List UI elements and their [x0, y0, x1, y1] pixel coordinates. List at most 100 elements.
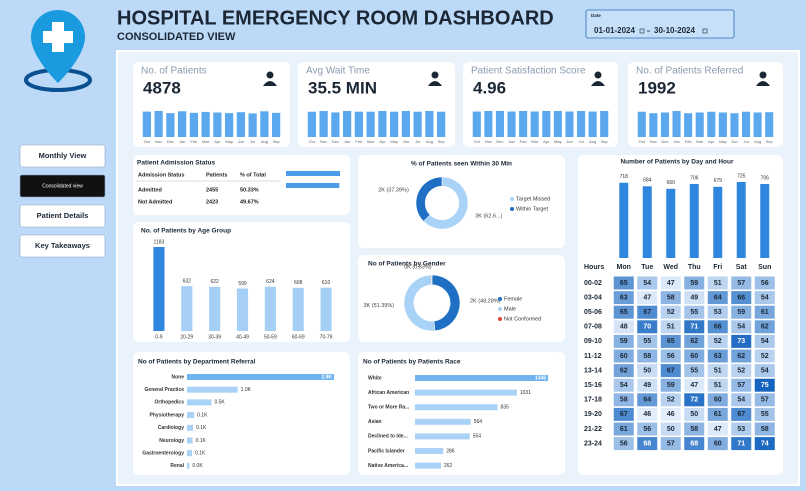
nav-label[interactable]: Consolidated view: [42, 183, 83, 189]
kpi-bar: [201, 111, 210, 137]
legend-swatch: [498, 317, 502, 321]
column-header: Tue: [641, 264, 653, 271]
kpi-bar: [765, 112, 774, 137]
data-label: 1183: [154, 239, 165, 245]
column-bar: [642, 186, 652, 258]
heat-cell: [684, 422, 705, 436]
cell-label: 67: [643, 309, 651, 316]
data-label: 3K (62.6...): [475, 214, 502, 220]
heat-cell: [684, 437, 705, 451]
column-header: Mon: [617, 264, 631, 271]
heat-cell: [660, 378, 681, 392]
x-tick-label: 70-79: [320, 334, 333, 340]
calendar-icon: [639, 28, 645, 34]
heat-cell: [637, 320, 658, 334]
bar: [187, 399, 212, 406]
bar: [187, 437, 193, 444]
bar: [187, 450, 193, 457]
month-label: Dec: [167, 139, 174, 144]
title: HOSPITAL EMERGENCY ROOM DASHBOARD: [117, 7, 554, 29]
kpi-value: 4878: [143, 78, 181, 97]
bar: [187, 462, 190, 469]
heat-cell: [707, 305, 728, 319]
kpi-icon: [431, 71, 439, 79]
kpi-bar: [660, 112, 670, 137]
nav-label[interactable]: Key Takeaways: [35, 241, 90, 250]
heat-cell: [707, 422, 728, 436]
month-label: Apr: [214, 139, 221, 144]
row-label: 23-24: [584, 440, 602, 447]
cell-label: 67: [667, 367, 675, 374]
month-label: Jul: [578, 139, 583, 144]
nav-label[interactable]: Monthly View: [39, 151, 87, 160]
kpi-bar: [378, 111, 387, 137]
legend-label: Not Conformed: [504, 316, 541, 322]
nav-button[interactable]: [19, 144, 106, 168]
cell-label: 52: [667, 309, 675, 316]
kpi-bar: [166, 113, 175, 137]
heat-cell: [660, 393, 681, 407]
cell-label: 66: [714, 324, 722, 331]
heat-cell: [754, 393, 775, 407]
kpi-bar: [260, 111, 269, 137]
heat-cell: [660, 407, 681, 421]
cell-label: 62: [737, 353, 745, 360]
bar: [236, 288, 249, 331]
nav-button[interactable]: [19, 204, 106, 228]
cell-label: 56: [643, 426, 651, 433]
bar: [187, 424, 194, 431]
nav-button[interactable]: [19, 234, 106, 258]
table-cell: 2455: [206, 187, 218, 193]
chart-title: No. of Patients by Age Group: [141, 228, 231, 235]
date-to[interactable]: 30-10-2024: [654, 26, 695, 35]
month-label: Dec: [332, 139, 339, 144]
heat-cell: [613, 437, 634, 451]
row-label: 07-08: [584, 324, 602, 331]
kpi-bar: [484, 111, 493, 137]
heat-cell: [731, 291, 752, 305]
heat-cell: [637, 349, 658, 363]
kpi-bar: [588, 111, 597, 137]
bar: [415, 433, 470, 440]
kpi-bar: [331, 112, 340, 137]
cell-label: 62: [690, 338, 698, 345]
heat-cell: [613, 378, 634, 392]
kpi-bar: [542, 111, 551, 137]
heat-cell: [637, 407, 658, 421]
donut-slice: [431, 274, 433, 286]
data-label: 0.1K: [195, 451, 206, 457]
date-from[interactable]: 01-01-2024: [594, 26, 635, 35]
kpi-label: Patient Satisfaction Score: [471, 66, 586, 77]
heat-cell: [637, 291, 658, 305]
table-cell: 50.33%: [240, 187, 259, 193]
cell-label: 48: [620, 324, 628, 331]
nav-label[interactable]: Patient Details: [37, 211, 89, 220]
cell-label: 58: [643, 353, 651, 360]
y-tick-label: Native America...: [368, 463, 409, 469]
column-bar: [619, 182, 629, 258]
x-tick-label: 20-29: [180, 334, 193, 340]
legend-label: Female: [504, 296, 522, 302]
cell-label: 60: [620, 353, 628, 360]
data-label: 622: [210, 279, 219, 285]
cell-label: 61: [761, 309, 769, 316]
y-tick-label: African American: [368, 390, 409, 396]
data-label: 2K (37.39%): [378, 187, 409, 193]
bar: [187, 374, 334, 380]
kpi-bar: [530, 111, 539, 137]
cell-label: 54: [761, 338, 769, 345]
nav-button[interactable]: [19, 174, 106, 198]
cell-label: 57: [761, 397, 769, 404]
bar: [292, 287, 304, 331]
chart-title: Number of Patients by Day and Hour: [620, 159, 734, 166]
cell-label: 64: [714, 294, 722, 301]
y-tick-label: Orthopedics: [155, 400, 185, 406]
heat-cell: [637, 276, 658, 290]
month-label: Apr: [379, 139, 386, 144]
month-label: Feb: [355, 139, 363, 144]
card: [133, 352, 350, 475]
heat-cell: [731, 320, 752, 334]
heat-cell: [731, 276, 752, 290]
heat-cell: [731, 364, 752, 378]
